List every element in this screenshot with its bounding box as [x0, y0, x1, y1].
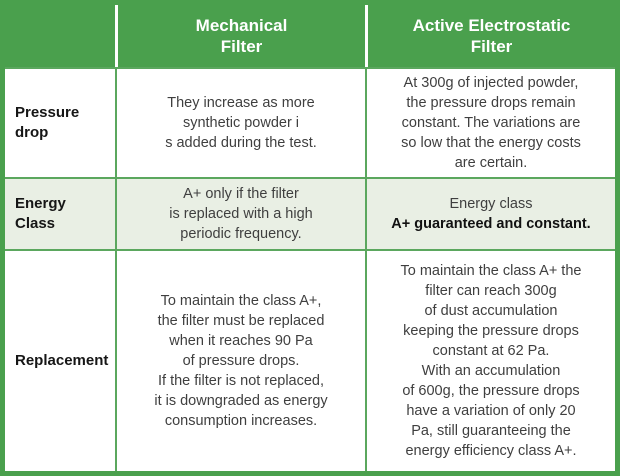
cell-replacement-mechanical: To maintain the class A+, the filter mus…	[115, 249, 365, 471]
header-corner-cell	[5, 5, 115, 67]
row-label-replacement: Replacement	[5, 249, 115, 471]
header-mechanical-filter: Mechanical Filter	[115, 5, 365, 67]
header-active-electrostatic-filter: Active Electrostatic Filter	[365, 5, 615, 67]
cell-energy-class-electrostatic: Energy class A+ guaranteed and constant.	[365, 177, 615, 249]
cell-energy-class-mechanical: A+ only if the filter is replaced with a…	[115, 177, 365, 249]
cell-pressure-drop-mechanical: They increase as more synthetic powder i…	[115, 67, 365, 177]
row-label-pressure-drop: Pressure drop	[5, 67, 115, 177]
energy-class-line2-bold: A+ guaranteed and constant.	[391, 216, 591, 232]
row-label-energy-class: Energy Class	[5, 177, 115, 249]
cell-pressure-drop-electrostatic: At 300g of injected powder, the pressure…	[365, 67, 615, 177]
energy-class-line1: Energy class	[449, 196, 533, 212]
cell-replacement-electrostatic: To maintain the class A+ the filter can …	[365, 249, 615, 471]
